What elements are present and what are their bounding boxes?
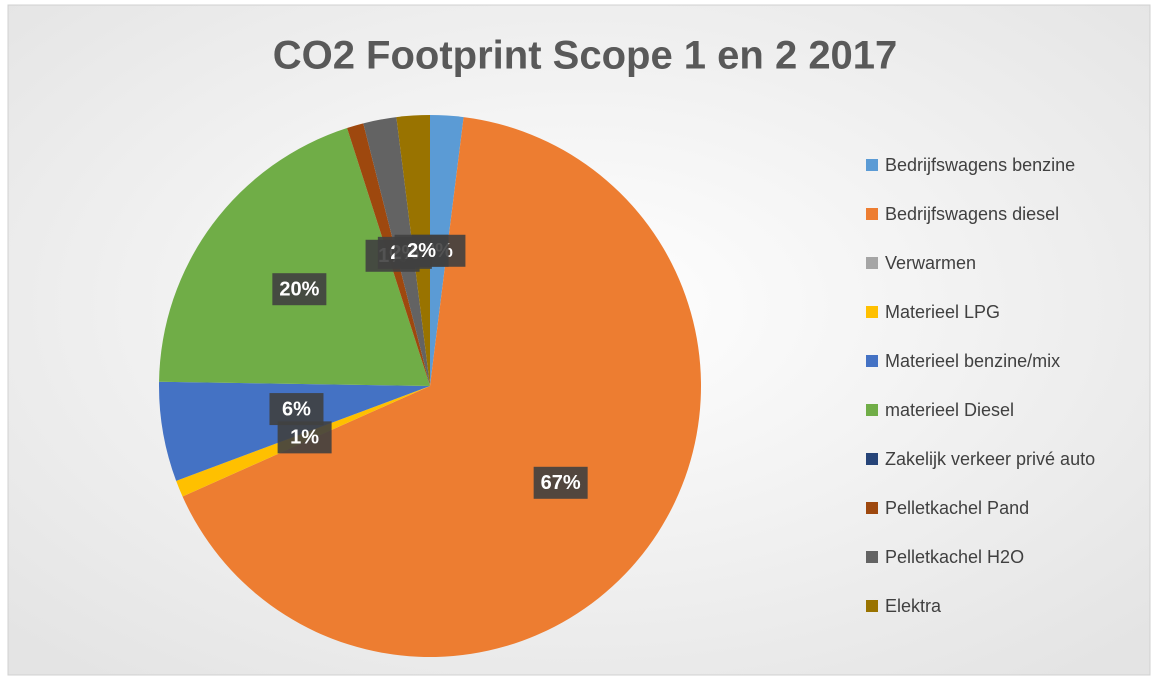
data-label-box — [394, 234, 449, 267]
legend-label: Pelletkachel Pand — [885, 498, 1029, 518]
legend-swatch — [866, 159, 878, 171]
data-label: 2% — [407, 240, 436, 262]
legend-label: Bedrijfswagens benzine — [885, 155, 1075, 175]
legend-swatch — [866, 600, 878, 612]
pie-slice — [182, 117, 701, 658]
legend-swatch — [866, 208, 878, 220]
legend-label: Zakelijk verkeer privé auto — [885, 449, 1095, 469]
data-label: 67% — [541, 472, 581, 494]
data-label-box — [269, 393, 324, 426]
legend-label: Materieel LPG — [885, 302, 1000, 322]
legend-label: Verwarmen — [885, 253, 976, 273]
data-label: 6% — [282, 398, 311, 420]
legend-swatch — [866, 257, 878, 269]
data-label-box — [272, 273, 327, 306]
legend-label: Bedrijfswagens diesel — [885, 204, 1059, 224]
legend-swatch — [866, 551, 878, 563]
legend-swatch — [866, 355, 878, 367]
chart-title: CO2 Footprint Scope 1 en 2 2017 — [273, 34, 898, 78]
legend-label: Materieel benzine/mix — [885, 351, 1060, 371]
data-label-box — [533, 466, 588, 499]
legend-swatch — [866, 453, 878, 465]
pie-slice — [159, 128, 430, 386]
legend-label: Pelletkachel H2O — [885, 547, 1024, 567]
data-label-box — [277, 421, 332, 454]
legend-label: materieel Diesel — [885, 400, 1014, 420]
legend-label: Elektra — [885, 596, 942, 616]
legend-swatch — [866, 502, 878, 514]
legend-swatch — [866, 404, 878, 416]
data-label: 1% — [290, 427, 319, 449]
data-label: 20% — [279, 278, 319, 300]
legend-swatch — [866, 306, 878, 318]
